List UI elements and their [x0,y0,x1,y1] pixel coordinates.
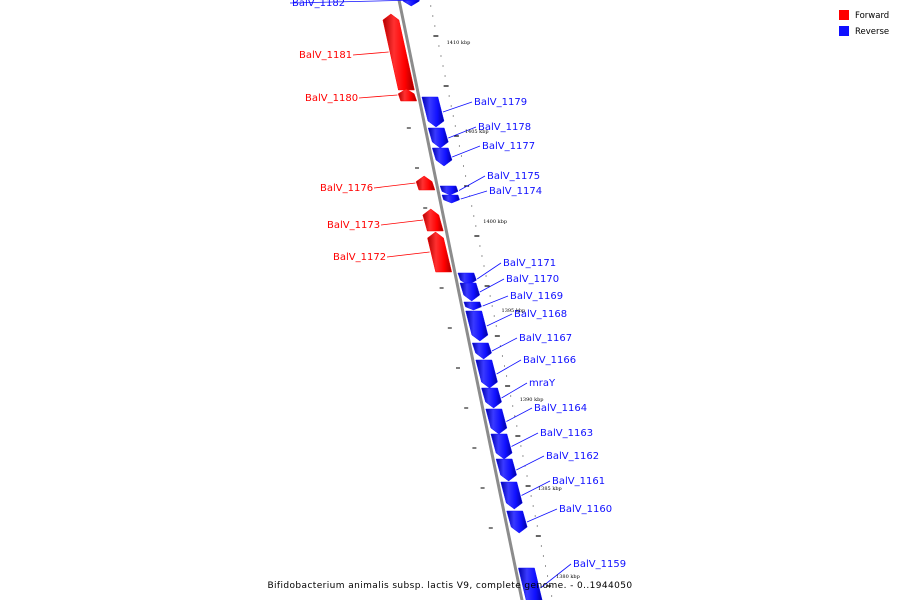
gene-arrow[interactable] [495,458,517,482]
legend-forward-swatch [839,10,849,20]
gene-label[interactable]: BalV_1169 [510,291,563,302]
scale-label: 1385 kbp [538,486,562,492]
scale-label: 1395 kbp [502,308,526,314]
gene-leader-line [501,382,528,399]
gene-arrow[interactable] [427,231,453,273]
gene-label[interactable]: BalV_1179 [474,97,527,108]
scale-label: 1380 kbp [556,574,580,580]
gene-leader-line [358,94,398,99]
legend: Forward Reverse [839,10,889,37]
gene-leader-line [496,359,522,375]
scale-label: 1400 kbp [483,219,507,225]
gene-label[interactable]: BalV_1166 [523,355,576,366]
gene-label[interactable]: BalV_1171 [503,258,556,269]
gene-arrow[interactable] [485,408,508,435]
gene-label[interactable]: BalV_1172 [333,252,386,263]
gene-arrow[interactable] [439,185,459,196]
gene-leader-line [506,407,533,422]
gene-label[interactable]: BalV_1159 [573,559,626,570]
gene-arrow[interactable] [490,433,513,460]
gene-leader-line [386,251,430,258]
gene-arrow[interactable] [397,88,418,102]
gene-leader-line [442,101,473,113]
gene-label[interactable]: BalV_1175 [487,171,540,182]
gene-arrow[interactable] [431,147,453,167]
gene-label[interactable]: BalV_1168 [514,309,567,320]
gene-label[interactable]: BalV_1174 [489,186,542,197]
gene-leader-line [511,432,539,447]
gene-label[interactable]: BalV_1180 [305,93,358,104]
sequence-axis [397,0,524,600]
gene-arrow[interactable] [475,359,498,389]
gene-label[interactable]: BalV_1181 [299,50,352,61]
gene-label[interactable]: BalV_1160 [559,504,612,515]
genome-caption: Bifidobacterium animalis subsp. lactis V… [267,581,632,591]
gene-arrow[interactable] [427,127,449,149]
gene-leader-line [373,182,416,189]
gene-leader-line [540,563,572,589]
gene-arrow[interactable] [457,272,477,286]
gene-label[interactable]: BalV_1182 [292,0,345,9]
gene-label[interactable]: BalV_1177 [482,141,535,152]
gene-leader-line [491,337,518,352]
gene-label[interactable]: BalV_1167 [519,333,572,344]
gene-arrow[interactable] [421,96,445,128]
gene-label[interactable]: BalV_1170 [506,274,559,285]
gene-arrow[interactable] [459,282,480,302]
gene-arrow[interactable] [506,510,528,534]
gene-leader-line [452,145,481,158]
gene-leader-line [380,219,424,226]
gene-arrow[interactable] [465,310,489,342]
gene-label[interactable]: BalV_1178 [478,122,531,133]
gene-label[interactable]: BalV_1163 [540,428,593,439]
gene-arrow[interactable] [415,175,436,191]
gene-label[interactable]: BalV_1162 [546,451,599,462]
gene-leader-line [458,175,486,191]
gene-arrow[interactable] [441,194,460,204]
gene-label[interactable]: BalV_1161 [552,476,605,487]
gene-leader-line [482,295,509,307]
gene-label[interactable]: BalV_1164 [534,403,587,414]
gene-features: BalV_1182 BalV_1181 BalV_1180 BalV_1179 BalV… [289,0,626,600]
gene-arrow[interactable] [500,481,523,510]
gene-label[interactable]: BalV_1173 [327,220,380,231]
scale-markers: 1410 kbp 1405 kbp 1400 kbp 1395 kbp 1390 kbp… [447,40,580,580]
legend-forward-label: Forward [855,11,889,21]
gene-label[interactable]: mraY [529,378,556,389]
gene-leader-line [479,278,505,293]
legend-reverse-label: Reverse [855,27,889,37]
gene-arrow[interactable] [518,567,543,600]
gene-arrow[interactable] [401,0,420,7]
gene-arrow[interactable] [422,208,444,232]
scale-label: 1410 kbp [447,40,471,46]
gene-leader-line [526,508,558,523]
gene-leader-line [460,190,488,200]
scale-label: 1390 kbp [520,397,544,403]
gene-leader-line [352,51,389,56]
gene-arrow[interactable] [481,387,502,409]
gene-label[interactable]: BalV_1176 [320,183,373,194]
legend-reverse-swatch [839,26,849,36]
gene-leader-line [448,126,477,139]
gene-leader-line [476,262,502,280]
gene-arrow[interactable] [463,301,482,311]
scale-label: 1405 kbp [465,129,489,135]
gene-arrow[interactable] [471,342,492,360]
gene-leader-line [486,313,513,327]
gene-leader-line [521,480,551,496]
gene-leader-line [516,455,545,471]
gene-leader-line [289,0,421,4]
